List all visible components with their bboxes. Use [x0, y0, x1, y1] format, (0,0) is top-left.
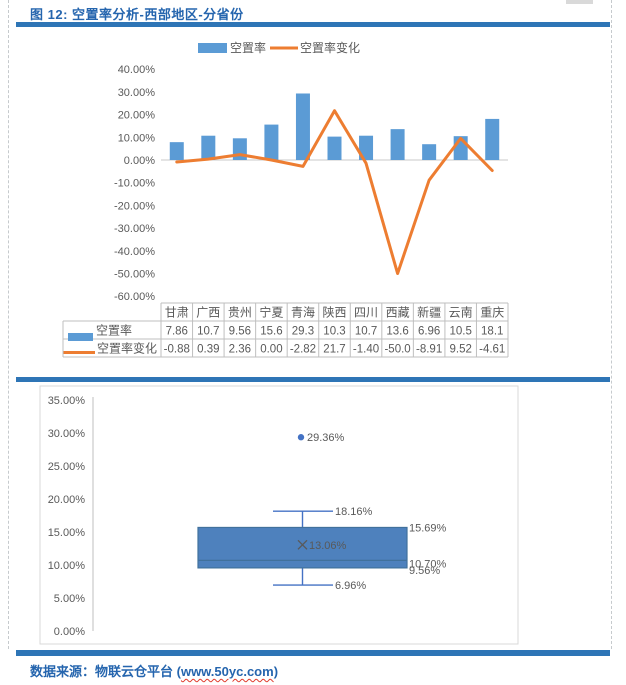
y-tick-label: 20.00%: [118, 110, 156, 122]
data-source: 数据来源：物联云仓平台 (www.50yc.com): [30, 661, 278, 680]
bar-甘肃: [169, 142, 184, 160]
table-cell: -4.61: [479, 344, 505, 356]
table-cell: 6.96: [418, 326, 440, 338]
table-header-西藏: 西藏: [386, 306, 410, 320]
y-tick-label: -30.00%: [114, 223, 155, 235]
data-table-grid: [62, 302, 509, 358]
table-cell: 0.39: [197, 344, 219, 356]
y-tick-label: 0.00%: [54, 626, 85, 638]
bar-重庆: [485, 118, 500, 160]
y-tick-label: -40.00%: [114, 246, 155, 258]
label-q3: 15.69%: [409, 522, 447, 534]
table-cell: -0.88: [164, 344, 190, 356]
y-tick-label: 10.00%: [48, 560, 86, 572]
table-cell: 7.86: [166, 326, 188, 338]
figure-title: 图 12: 空置率分析-西部地区-分省份: [30, 7, 244, 22]
table-cell: 29.3: [292, 326, 314, 338]
data-source-url: www.50yc.com: [180, 664, 274, 679]
table-key-bar: [68, 333, 93, 341]
table-cell: -1.40: [353, 344, 379, 356]
table-cell: 10.7: [355, 326, 377, 338]
table-header-广西: 广西: [196, 306, 220, 320]
y-tick-label: -50.00%: [114, 269, 155, 281]
line-series: [175, 109, 494, 275]
table-row-label: 空置率变化: [97, 341, 157, 356]
table-cell: 21.7: [323, 344, 345, 356]
table-cell: -50.0: [384, 344, 410, 356]
table-header-甘肃: 甘肃: [165, 306, 189, 320]
table-cell: 10.7: [197, 326, 219, 338]
table-header-重庆: 重庆: [480, 306, 504, 320]
label-mean: 13.06%: [309, 540, 347, 552]
box: [197, 526, 408, 569]
bar-青海: [295, 93, 310, 160]
table-cell: -2.82: [290, 344, 316, 356]
y-tick-label: 40.00%: [118, 64, 156, 76]
bar-四川: [359, 135, 374, 160]
table-header-青海: 青海: [291, 305, 315, 320]
table-header-新疆: 新疆: [417, 305, 441, 320]
table-header-陕西: 陕西: [322, 305, 346, 320]
table-cell: 10.5: [449, 326, 471, 338]
outlier-point: [297, 434, 305, 441]
page-artifact: [566, 0, 593, 4]
y-tick-label: 30.00%: [48, 428, 86, 440]
legend-label-bar: 空置率: [230, 40, 266, 55]
bar-陕西: [327, 136, 342, 160]
table-cell: 0.00: [260, 344, 282, 356]
y-tick-label: 10.00%: [118, 132, 156, 144]
bar-宁夏: [264, 124, 279, 160]
chart-frame: [39, 385, 519, 645]
y-tick-label: 20.00%: [48, 494, 86, 506]
table-header-宁夏: 宁夏: [259, 305, 283, 320]
y-tick-label: 5.00%: [54, 593, 85, 605]
label-whisker-high: 18.16%: [335, 506, 373, 518]
table-cell: 2.36: [229, 344, 251, 356]
top-rule: [16, 22, 610, 27]
bar-广西: [201, 135, 216, 160]
table-cell: 10.3: [323, 326, 345, 338]
whiskers: [273, 510, 333, 586]
data-source-text-suffix: ): [273, 664, 279, 679]
table-header-贵州: 贵州: [228, 306, 252, 320]
table-row-label: 空置率: [96, 323, 132, 338]
y-tick-label: -10.00%: [114, 178, 155, 190]
table-header-云南: 云南: [449, 305, 473, 320]
table-cell: 9.52: [449, 344, 471, 356]
table-cell: 9.56: [229, 326, 251, 338]
table-cell: 18.1: [481, 326, 503, 338]
middle-rule: [16, 377, 610, 382]
bar-西藏: [390, 129, 405, 160]
label-median: 10.70%: [409, 558, 447, 570]
table-cell: 13.6: [386, 326, 408, 338]
y-tick-label: 35.00%: [48, 395, 86, 407]
mean-marker: [297, 539, 308, 550]
data-source-text: 数据来源：物联云仓平台 (: [30, 664, 181, 679]
label-whisker-low: 6.96%: [335, 580, 366, 592]
y-tick-label: -60.00%: [114, 291, 155, 303]
figure-border-right: [611, 0, 612, 649]
y-tick-label: 0.00%: [124, 155, 155, 167]
y-tick-label: -20.00%: [114, 200, 155, 212]
y-tick-label: 25.00%: [48, 461, 86, 473]
table-header-四川: 四川: [354, 306, 378, 320]
legend-label-line: 空置率变化: [300, 40, 360, 55]
table-cell: -8.91: [416, 344, 442, 356]
label-q1: 9.56%: [409, 565, 440, 577]
y-tick-label: 15.00%: [48, 527, 86, 539]
table-cell: 15.6: [260, 326, 282, 338]
figure-border-left: [8, 0, 9, 649]
legend-swatch-bar: [198, 43, 227, 53]
label-outlier: 29.36%: [307, 432, 345, 444]
bottom-rule: [16, 650, 610, 656]
y-tick-label: 30.00%: [118, 87, 156, 99]
bar-新疆: [422, 144, 437, 160]
